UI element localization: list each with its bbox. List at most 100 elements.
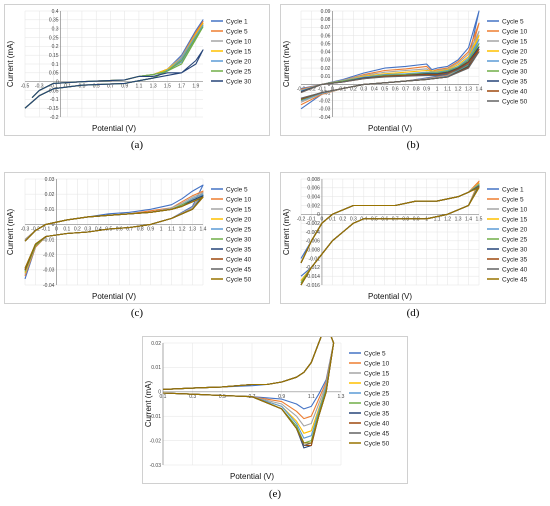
x-axis-label: Potential (V) (92, 124, 136, 133)
y-axis-label: Current (mA) (282, 41, 291, 88)
chart-svg-e: 0.1 0.3 0.5 0.7 0.9 1.1 1.30.020.010-0.01-0.02… (144, 337, 390, 481)
legend-entry: Cycle 25 (502, 58, 528, 65)
y-tick-label: -0.04 (319, 115, 331, 121)
y-tick-label: -0.05 (47, 88, 59, 94)
series-line (162, 337, 335, 439)
y-tick-label: 0 (317, 212, 320, 218)
x-axis-label: Potential (V) (368, 124, 412, 133)
y-tick-label: 0.4 (52, 9, 59, 15)
caption-d: (d) (406, 307, 420, 319)
x-tick-label: 0.9 (278, 394, 285, 400)
series-line (162, 337, 335, 444)
series-line (162, 337, 335, 420)
legend-entry: Cycle 35 (364, 410, 390, 417)
x-tick-label: 1.3 (150, 84, 157, 90)
y-tick-label: 0.2 (52, 44, 59, 50)
y-tick-label: 0.03 (321, 58, 331, 64)
legend-entry: Cycle 30 (502, 68, 528, 75)
x-tick-label: 0.1 (160, 394, 167, 400)
caption-b: (b) (406, 139, 420, 151)
caption-e: (e) (268, 488, 282, 500)
gridlines (300, 178, 480, 286)
legend-entry: Cycle 35 (502, 78, 528, 85)
y-tick-label: 0 (328, 82, 331, 88)
y-tick-label: 0.04 (321, 50, 331, 56)
y-tick-label: 0.35 (49, 18, 59, 24)
chart-panel-b: -0.3 -0.2 -0.1 0 0.1 0.2 0.3 0.4 0.5 0.6 0.7 0.8 0.9… (280, 4, 546, 136)
y-tick-label: -0.2 (50, 115, 59, 121)
y-tick-label: -0.03 (319, 107, 331, 113)
x-tick-label: 1.2 (455, 86, 462, 92)
legend-entry: Cycle 25 (226, 68, 252, 75)
y-tick-label: 0.02 (45, 192, 55, 198)
series-line (300, 186, 480, 286)
x-tick-label: 0.9 (121, 84, 128, 90)
y-tick-label: 0.03 (45, 177, 55, 183)
x-tick-label: -0.2 (297, 216, 306, 222)
y-tick-label: 0.02 (321, 66, 331, 72)
legend-entry: Cycle 10 (502, 28, 528, 35)
x-tick-label: 1 (425, 216, 428, 222)
legend: Cycle 5 Cycle 10 Cycle 15 Cycle 20 Cycle 25 C… (487, 18, 528, 105)
x-tick-label: 1.3 (338, 394, 345, 400)
x-tick-label: 1 (436, 86, 439, 92)
y-tick-label: -0.014 (306, 274, 320, 280)
legend-entry: Cycle 25 (364, 390, 390, 397)
y-tick-label: -0.03 (43, 268, 55, 274)
y-tick-label: -0.006 (306, 239, 320, 245)
legend-entry: Cycle 30 (364, 400, 390, 407)
x-tick-label: 0.9 (147, 226, 154, 232)
y-tick-label: 0.1 (52, 62, 59, 68)
chart-panel-d: -0.2 -0.1 0 0.1 0.2 0.3 0.4 0.5 0.6 0.7 0.8 0.9 1 1.1… (280, 172, 546, 304)
legend-entry: Cycle 5 (364, 350, 386, 357)
y-tick-label: -0.02 (319, 98, 331, 104)
legend-entry: Cycle 25 (502, 236, 528, 243)
legend-entry: Cycle 1 (226, 18, 248, 25)
legend-entry: Cycle 10 (364, 360, 390, 367)
x-tick-label: 0.5 (219, 394, 226, 400)
x-tick-label: 0.2 (74, 226, 81, 232)
x-tick-label: 1.1 (308, 394, 315, 400)
x-tick-label: 1.4 (476, 86, 483, 92)
series-line (24, 49, 204, 109)
y-tick-label: 0.15 (49, 53, 59, 59)
y-tick-label: 0.008 (307, 177, 320, 183)
legend-entry: Cycle 15 (226, 206, 252, 213)
x-tick-label: 0.3 (360, 86, 367, 92)
chart-svg-c: -0.3 -0.2 -0.1 0 0.1 0.2 0.3 0.4 0.5 0.6 0.7 0.8 0.9… (6, 177, 252, 301)
x-tick-label: 1.3 (455, 216, 462, 222)
series-line (162, 337, 335, 447)
x-tick-label: 1.5 (476, 216, 483, 222)
y-tick-label: -0.016 (306, 283, 320, 289)
caption-a: (a) (130, 139, 144, 151)
x-tick-label: 0.1 (339, 86, 346, 92)
x-tick-label: 0.3 (84, 226, 91, 232)
x-tick-label: 0.5 (93, 84, 100, 90)
legend: Cycle 5 Cycle 10 Cycle 15 Cycle 20 Cycle 25 C… (349, 350, 390, 447)
x-tick-label: 0.7 (126, 226, 133, 232)
x-axis-label: Potential (V) (92, 292, 136, 301)
x-tick-label: 0 (55, 226, 58, 232)
y-tick-label: 0.01 (321, 74, 331, 80)
x-tick-label: 0 (331, 86, 334, 92)
legend-entry: Cycle 1 (502, 186, 524, 193)
legend-entry: Cycle 45 (226, 266, 252, 273)
y-tick-label: -0.008 (306, 247, 320, 253)
series-line (300, 183, 480, 284)
x-tick-label: -0.3 (35, 84, 44, 90)
chart-svg-d: -0.2 -0.1 0 0.1 0.2 0.3 0.4 0.5 0.6 0.7 0.8 0.9 1 1.1… (282, 177, 528, 301)
legend-entry: Cycle 30 (502, 246, 528, 253)
y-tick-label: 0.08 (321, 17, 331, 23)
x-tick-label: 0.5 (381, 86, 388, 92)
y-tick-label: -0.03 (150, 463, 162, 469)
legend-entry: Cycle 10 (226, 196, 252, 203)
series-line (300, 184, 480, 284)
y-tick-label: 0 (158, 390, 161, 396)
x-tick-label: 1.2 (179, 226, 186, 232)
y-tick-label: 0.05 (321, 41, 331, 47)
x-tick-label: 0 (321, 216, 324, 222)
legend-entry: Cycle 25 (226, 226, 252, 233)
legend-entry: Cycle 20 (364, 380, 390, 387)
x-tick-label: -0.1 (307, 216, 316, 222)
legend-entry: Cycle 10 (226, 38, 252, 45)
